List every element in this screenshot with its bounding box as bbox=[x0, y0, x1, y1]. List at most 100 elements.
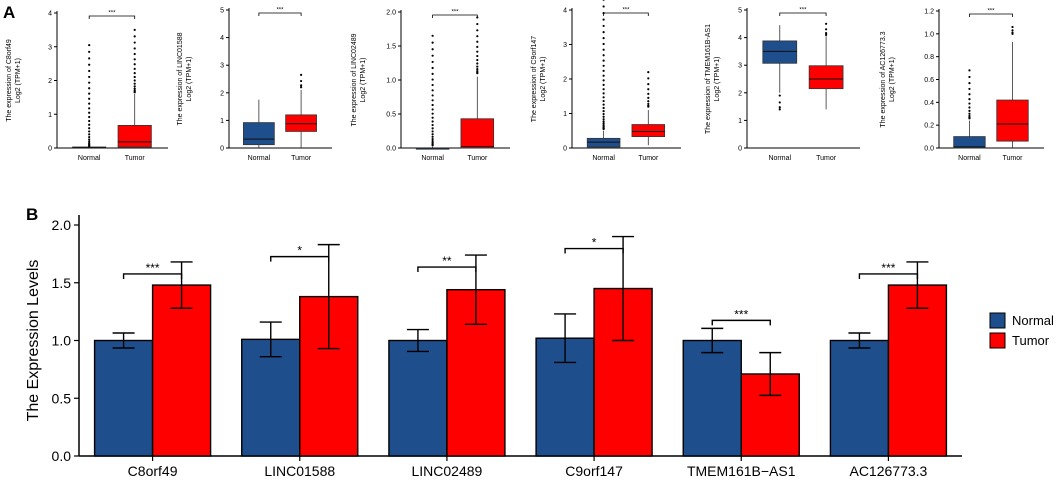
y-tick-label: 4 bbox=[48, 11, 52, 18]
significance-bracket bbox=[432, 14, 478, 18]
box-normal-outlier bbox=[602, 79, 605, 82]
box-normal-outlier bbox=[431, 112, 434, 115]
y-tick-label: 1 bbox=[48, 112, 52, 119]
significance-label: *** bbox=[451, 10, 459, 16]
box-normal-outlier bbox=[431, 130, 434, 133]
significance-label: ** bbox=[442, 254, 452, 268]
box-normal-outlier bbox=[431, 108, 434, 111]
box-normal-outlier bbox=[602, 110, 605, 113]
box-normal-outlier bbox=[88, 142, 91, 145]
y-tick-label: 4 bbox=[563, 8, 567, 15]
box-tumor bbox=[117, 124, 152, 148]
box-normal-outlier bbox=[431, 135, 434, 138]
box-normal-outlier bbox=[602, 37, 605, 40]
box-normal-outlier bbox=[431, 99, 434, 102]
box-normal-outlier bbox=[602, 115, 605, 118]
box-tumor-outlier bbox=[647, 102, 650, 106]
significance-label: *** bbox=[146, 261, 160, 275]
box-tumor-outlier bbox=[300, 79, 303, 83]
significance-label: *** bbox=[734, 307, 748, 321]
box-tumor-outlier bbox=[133, 71, 136, 75]
significance-label: *** bbox=[987, 9, 995, 15]
legend: Normal Tumor bbox=[989, 312, 1054, 349]
box-tumor-outlier bbox=[476, 62, 479, 65]
box-tumor bbox=[460, 118, 495, 149]
box-normal-outlier bbox=[602, 99, 605, 103]
box-normal-outlier bbox=[968, 69, 971, 72]
y-tick-label: 0 bbox=[220, 146, 224, 153]
y-tick-label: 3 bbox=[563, 42, 567, 49]
box-normal-outlier bbox=[602, 83, 605, 86]
box-normal-outlier bbox=[88, 119, 91, 123]
box-normal-outlier bbox=[431, 133, 434, 136]
box-tumor bbox=[631, 124, 666, 138]
box-tumor-outlier bbox=[476, 58, 479, 62]
box-normal-outlier bbox=[88, 130, 91, 133]
box-normal-outlier bbox=[602, 69, 605, 72]
y-axis-label: The expression of C8orf49 bbox=[6, 39, 13, 122]
x-tick-label: TMEM161B−AS1 bbox=[687, 463, 796, 479]
box-tumor-outlier bbox=[476, 40, 479, 43]
box-normal-outlier bbox=[88, 115, 91, 119]
box-normal-outlier bbox=[968, 75, 971, 79]
significance-label: * bbox=[592, 236, 597, 250]
box-normal-outlier bbox=[968, 109, 971, 113]
box-normal-outlier bbox=[431, 94, 434, 97]
box-tumor-outlier bbox=[133, 75, 136, 79]
bar-normal bbox=[829, 339, 890, 457]
box-normal-outlier bbox=[431, 127, 434, 130]
y-tick-label: 2 bbox=[48, 78, 52, 85]
bar-normal bbox=[93, 339, 154, 457]
significance-bracket bbox=[969, 13, 1013, 17]
box-normal-outlier bbox=[602, 48, 605, 51]
box-tumor-outlier bbox=[647, 104, 650, 107]
box-normal-outlier bbox=[968, 98, 971, 101]
bar-normal bbox=[388, 339, 448, 457]
boxplot-linc02489: 0.0 0.5 1.0 1.5 2.0 The expression of LINC024… bbox=[351, 10, 510, 162]
significance-bracket bbox=[711, 319, 771, 326]
y-tick-label: 0.2 bbox=[924, 123, 934, 130]
box-normal bbox=[243, 122, 275, 146]
y-tick-label: 0.6 bbox=[924, 77, 934, 84]
y-tick-label: 2 bbox=[220, 90, 224, 97]
y-tick-label: 4 bbox=[738, 35, 742, 42]
box-normal-outlier bbox=[602, 88, 605, 91]
box-normal-outlier bbox=[968, 106, 971, 109]
x-tick-label: Tumor bbox=[1003, 155, 1024, 162]
box-tumor-outlier bbox=[1011, 25, 1014, 29]
y-tick-label: 1 bbox=[563, 111, 567, 118]
box-normal-outlier bbox=[431, 60, 434, 64]
x-tick-label: Tumor bbox=[467, 155, 488, 162]
box-tumor-outlier bbox=[1011, 31, 1014, 34]
significance-bracket bbox=[122, 273, 183, 279]
box-normal-outlier bbox=[88, 102, 91, 105]
x-tick-label: Normal bbox=[768, 155, 791, 162]
x-tick-label: LINC02489 bbox=[412, 463, 483, 479]
box-tumor-outlier bbox=[476, 68, 479, 71]
box-normal-outlier bbox=[431, 66, 434, 70]
box-normal-outlier bbox=[602, 103, 605, 106]
significance-bracket bbox=[88, 15, 136, 19]
y-tick-label: 0.5 bbox=[386, 112, 396, 119]
box-normal-outlier bbox=[431, 141, 434, 144]
box-normal-outlier bbox=[602, 54, 605, 57]
box-normal-outlier bbox=[88, 81, 91, 84]
box-normal-outlier bbox=[968, 116, 971, 119]
box-normal-outlier bbox=[88, 138, 91, 141]
box-normal-outlier bbox=[431, 89, 434, 92]
significance-bracket bbox=[270, 255, 330, 262]
box-tumor-outlier bbox=[133, 85, 136, 88]
box-normal-outlier bbox=[88, 43, 91, 47]
y-axis-label-unit: Log2 (TPM+1) bbox=[360, 58, 367, 103]
box-normal-outlier bbox=[88, 92, 91, 95]
box-tumor-outlier bbox=[825, 22, 828, 25]
box-normal-outlier bbox=[602, 31, 605, 34]
box-tumor-outlier bbox=[647, 77, 650, 80]
boxplot-c8orf49: 0 1 2 3 4 The expression of C8orf49 Log2 (TPM+… bbox=[6, 11, 168, 162]
box-normal-outlier bbox=[431, 48, 434, 51]
boxplot-tmem161b-as1: 0 1 2 3 4 5 The expression of TMEM161B-AS1 Log2… bbox=[705, 8, 860, 162]
y-axis-label: The expression of C9orf147 bbox=[531, 36, 538, 122]
y-tick-label: 5 bbox=[738, 8, 742, 15]
